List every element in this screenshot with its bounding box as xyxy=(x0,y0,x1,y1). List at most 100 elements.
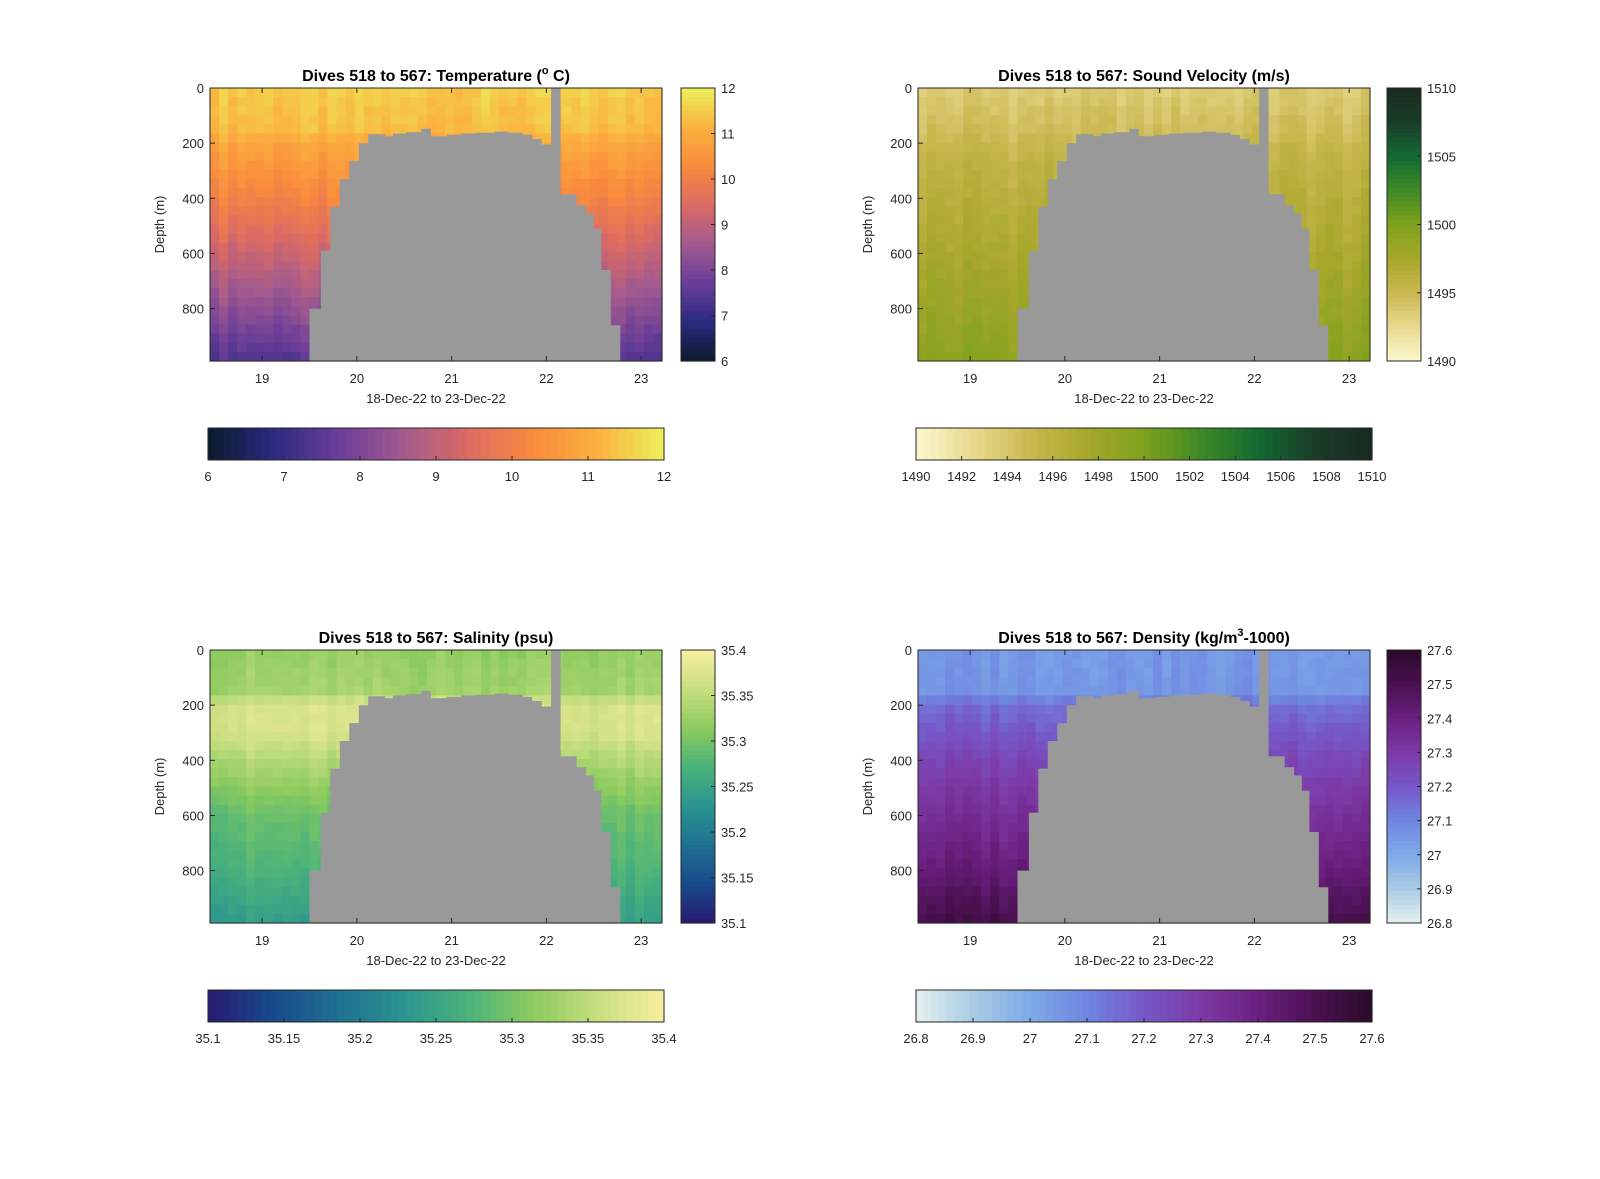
heatmap-cell xyxy=(1342,315,1353,326)
heatmap-cell xyxy=(210,142,220,153)
colorbar-segment xyxy=(1387,124,1421,130)
colorbar-segment xyxy=(1258,428,1267,460)
heatmap-cell xyxy=(963,324,973,335)
heatmap-cell xyxy=(1360,115,1371,125)
heatmap-cell xyxy=(1017,251,1028,262)
heatmap-cell xyxy=(571,741,582,751)
heatmap-cell xyxy=(963,142,973,153)
heatmap-cell xyxy=(562,142,573,153)
heatmap-cell xyxy=(318,106,329,116)
heatmap-cell xyxy=(1351,270,1362,280)
colorbar-segment xyxy=(681,686,715,692)
colorbar-segment xyxy=(238,990,247,1022)
heatmap-cell xyxy=(246,768,256,778)
heatmap-cell xyxy=(246,741,256,751)
heatmap-cell xyxy=(1333,160,1344,171)
heatmap-cell xyxy=(255,151,265,162)
heatmap-cell xyxy=(972,315,982,326)
heatmap-cell xyxy=(264,759,274,769)
heatmap-cell xyxy=(1189,106,1199,116)
heatmap-cell xyxy=(472,650,482,660)
heatmap-cell xyxy=(273,297,283,307)
heatmap-cell xyxy=(273,215,283,226)
heatmap-cell xyxy=(1017,115,1028,125)
heatmap-cell xyxy=(1333,206,1344,216)
heatmap-cell xyxy=(210,224,220,235)
colorbar-segment xyxy=(230,990,239,1022)
heatmap-cell xyxy=(589,88,600,98)
heatmap-cell xyxy=(282,886,292,897)
heatmap-cell xyxy=(652,777,663,788)
heatmap-cell xyxy=(255,713,265,724)
heatmap-cell xyxy=(1270,169,1281,180)
heatmap-cell xyxy=(1044,142,1055,153)
heatmap-cell xyxy=(291,306,301,317)
heatmap-cell xyxy=(237,859,247,869)
heatmap-cell xyxy=(1044,106,1055,116)
heatmap-cell xyxy=(643,215,654,226)
heatmap-cell xyxy=(273,850,283,860)
colorbar-segment xyxy=(1387,188,1421,194)
heatmap-cell xyxy=(508,106,518,116)
axes-box xyxy=(209,649,663,924)
heatmap-cell xyxy=(282,832,292,842)
heatmap-cell xyxy=(652,768,663,778)
colorbar-segment xyxy=(496,428,505,460)
colorbar-segment xyxy=(1280,428,1289,460)
heatmap-cell xyxy=(598,106,609,116)
heatmap-cell xyxy=(616,169,627,180)
heatmap-cell xyxy=(327,713,338,724)
heatmap-cell xyxy=(228,713,238,724)
heatmap-cell xyxy=(228,695,238,706)
heatmap-cell xyxy=(1360,124,1371,135)
heatmap-cell xyxy=(616,704,627,715)
heatmap-cell xyxy=(1288,115,1299,125)
heatmap-cell xyxy=(927,215,937,226)
heatmap-cell xyxy=(634,333,645,344)
heatmap-cell xyxy=(1315,142,1326,153)
heatmap-cell xyxy=(1333,306,1344,317)
heatmap-cell xyxy=(282,106,292,116)
heatmap-cell xyxy=(954,142,964,153)
x-tick-label: 21 xyxy=(444,371,458,386)
heatmap-cell xyxy=(972,233,982,244)
heatmap-cell xyxy=(652,270,663,280)
heatmap-cell xyxy=(652,731,663,742)
colorbar-segment xyxy=(681,745,715,751)
heatmap-cell xyxy=(625,324,636,335)
heatmap-cell xyxy=(1306,151,1317,162)
heatmap-cell xyxy=(255,722,265,733)
heatmap-cell xyxy=(580,97,591,107)
heatmap-cell xyxy=(981,97,991,107)
heatmap-cell xyxy=(291,822,301,833)
heatmap-cell xyxy=(219,206,229,216)
heatmap-cell xyxy=(1017,88,1028,98)
colorbar-segment xyxy=(681,822,715,829)
heatmap-cell xyxy=(273,713,283,724)
heatmap-cell xyxy=(336,169,347,180)
heatmap-cell xyxy=(219,169,229,180)
colorbar-segment xyxy=(1075,428,1084,460)
heatmap-cell xyxy=(598,750,609,760)
heatmap-cell xyxy=(1008,133,1019,144)
heatmap-cell xyxy=(616,750,627,760)
heatmap-cell xyxy=(1207,106,1217,116)
heatmap-cell xyxy=(327,650,338,660)
heatmap-cell xyxy=(634,650,645,660)
colorbar-tick-label: 6 xyxy=(721,354,728,369)
x-tick-label: 19 xyxy=(255,371,269,386)
heatmap-cell xyxy=(643,342,654,353)
heatmap-cell xyxy=(1306,224,1317,235)
colorbar-segment xyxy=(322,428,331,460)
heatmap-cell xyxy=(282,695,292,706)
heatmap-cell xyxy=(1080,115,1091,125)
heatmap-cell xyxy=(1035,179,1046,189)
heatmap-cell xyxy=(336,650,347,660)
heatmap-cell xyxy=(580,750,591,760)
heatmap-cell xyxy=(1324,297,1335,307)
colorbar-segment xyxy=(1235,428,1244,460)
heatmap-cell xyxy=(282,242,292,253)
colorbar-segment xyxy=(923,428,932,460)
heatmap-cell xyxy=(390,677,401,687)
heatmap-cell xyxy=(1342,260,1353,271)
